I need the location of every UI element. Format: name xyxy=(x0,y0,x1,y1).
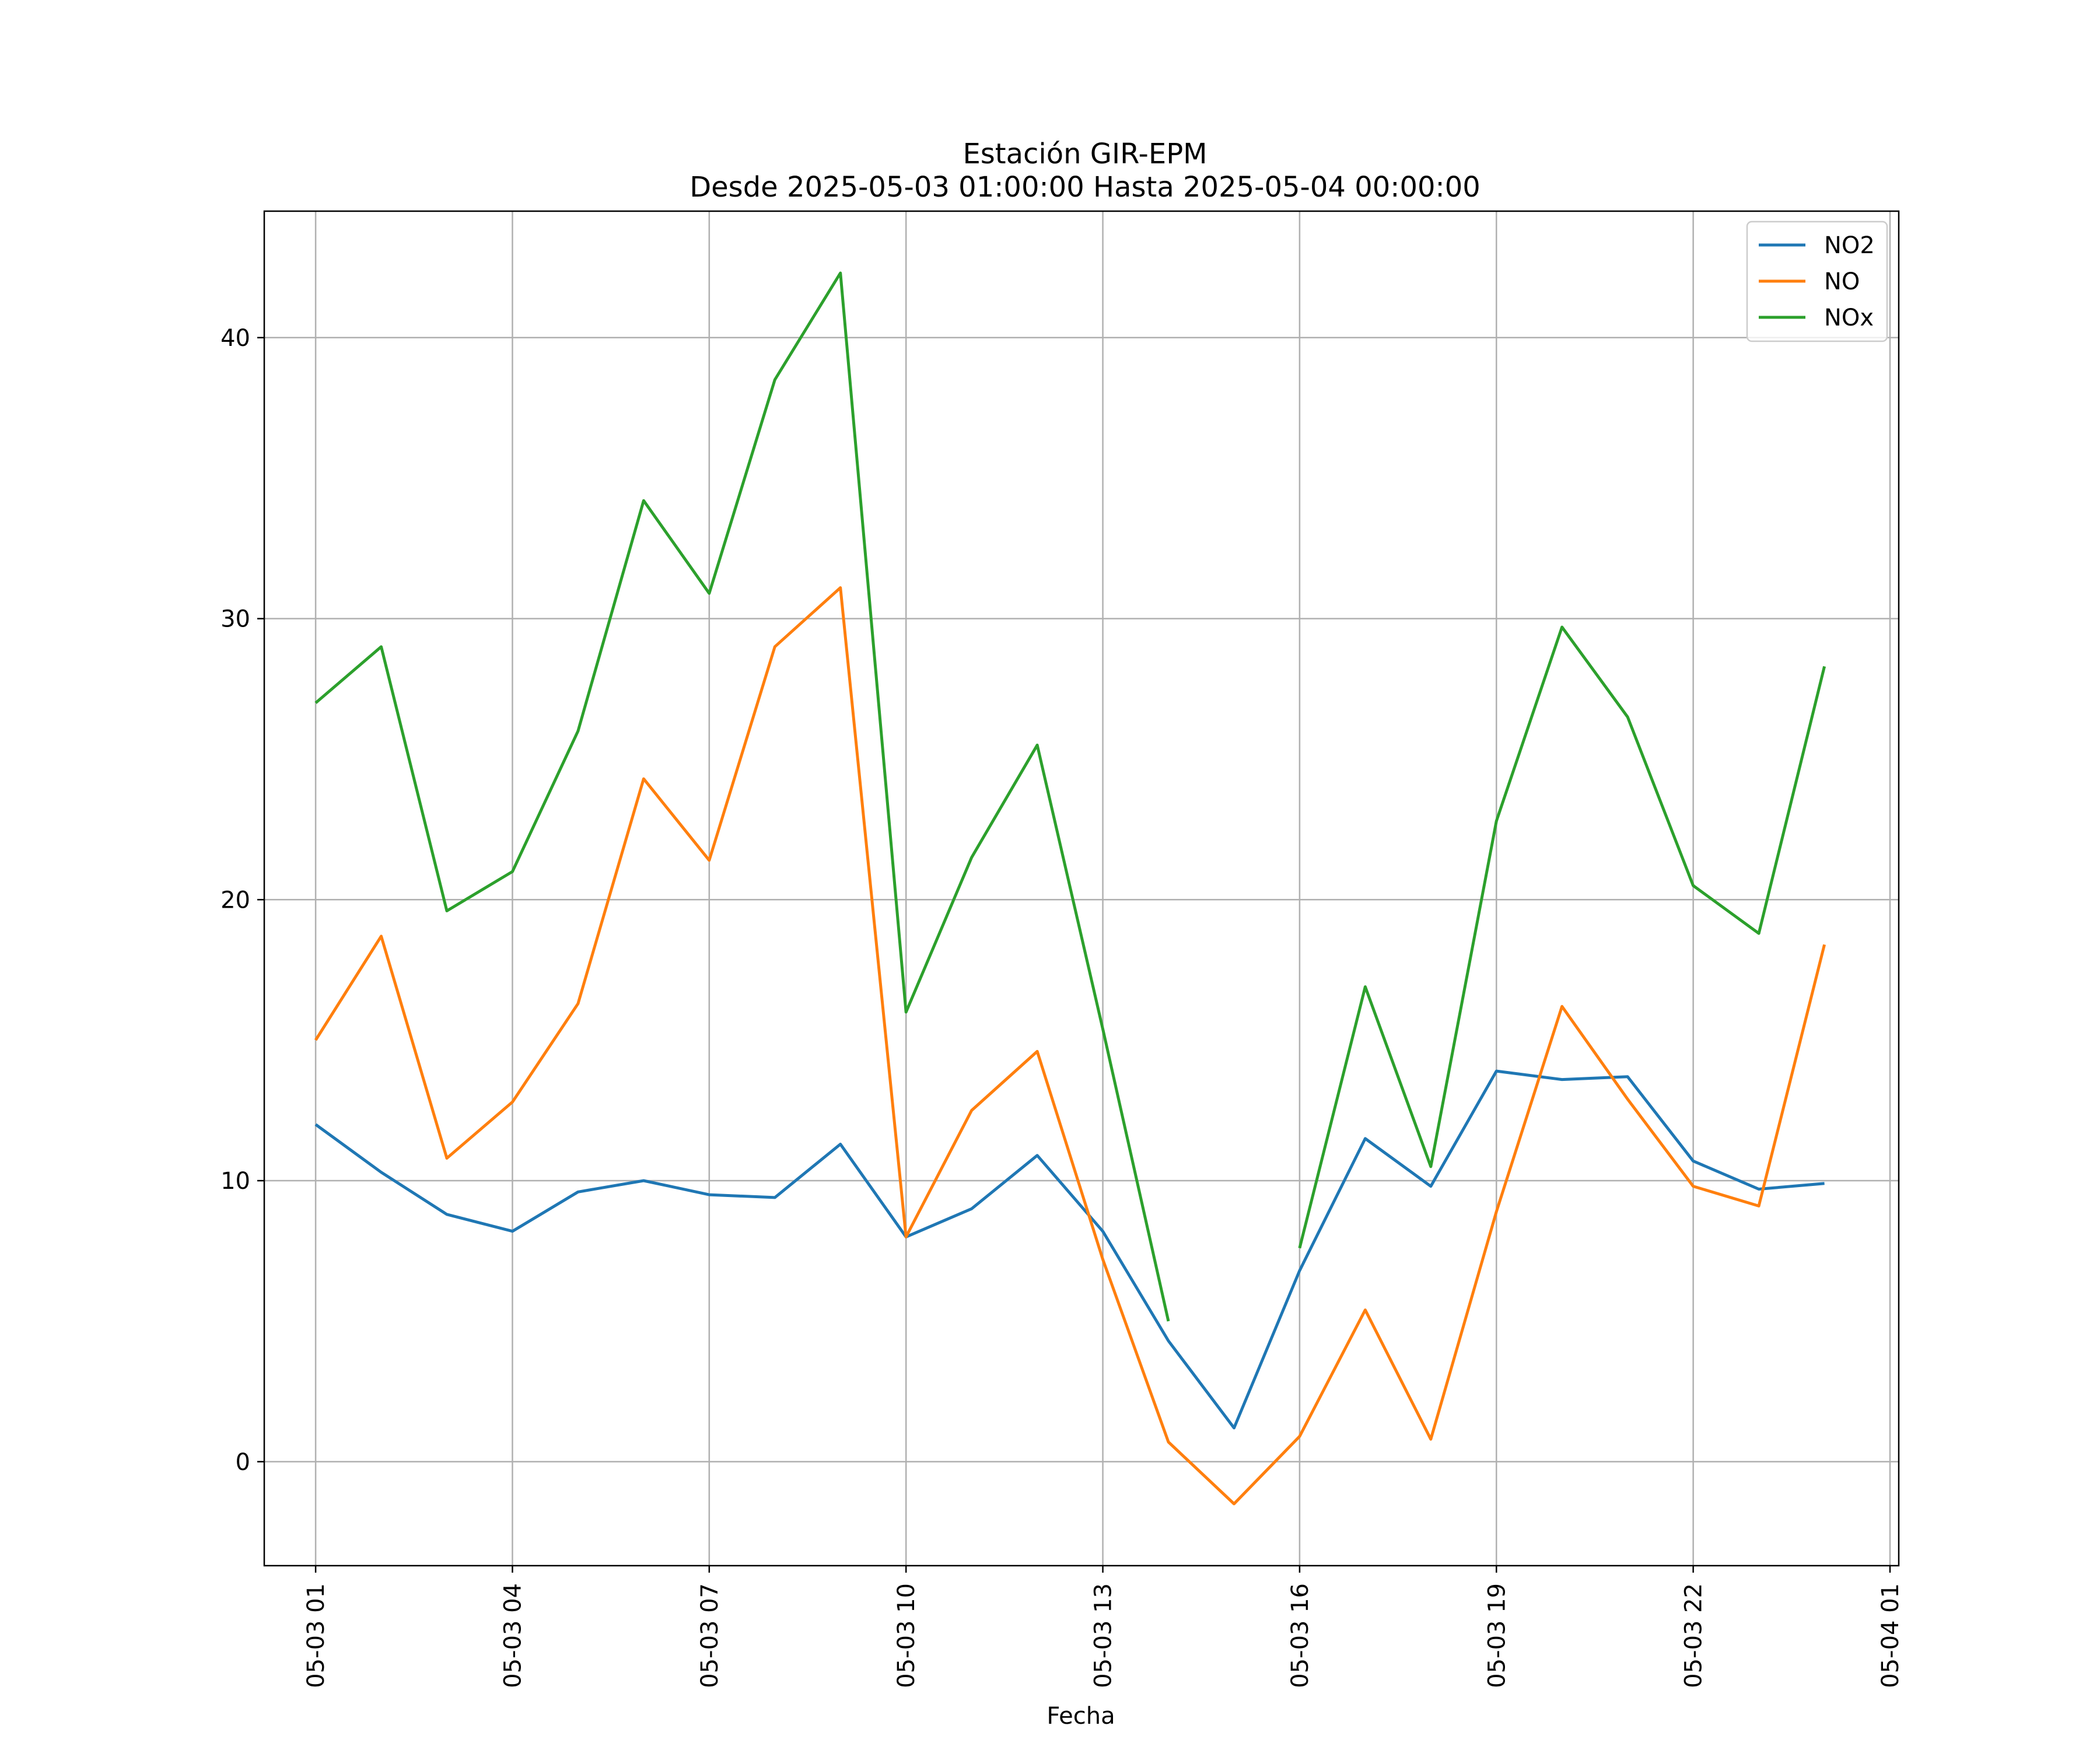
chart-subtitle: Desde 2025-05-03 01:00:00 Hasta 2025-05-… xyxy=(690,171,1480,204)
y-tick-label: 20 xyxy=(220,887,250,914)
x-tick-label: 05-03 22 xyxy=(1681,1583,1707,1688)
legend-label-no2: NO2 xyxy=(1824,232,1875,259)
x-axis-label: Fecha xyxy=(1046,1703,1115,1730)
x-tick-label: 05-03 10 xyxy=(893,1583,920,1688)
x-tick-label: 05-03 04 xyxy=(499,1583,526,1688)
legend-label-nox: NOx xyxy=(1824,304,1874,331)
x-tick-label: 05-03 01 xyxy=(303,1583,330,1688)
series-line-no2 xyxy=(314,1069,1825,1430)
series-lines xyxy=(314,271,1826,1506)
y-tick-label: 10 xyxy=(220,1168,250,1195)
x-tick-label: 05-03 16 xyxy=(1287,1583,1314,1688)
x-tick-label: 05-03 19 xyxy=(1483,1583,1510,1688)
y-tick-label: 30 xyxy=(220,606,250,633)
y-tick-label: 0 xyxy=(236,1449,250,1476)
plot-area-frame xyxy=(263,210,1900,1567)
legend-box xyxy=(1746,220,1888,342)
x-axis-ticks: 05-03 01 05-03 04 05-03 07 05-03 10 05-03 13… xyxy=(303,1566,1904,1688)
grid xyxy=(264,211,1899,1566)
x-tick-label: 05-04 01 xyxy=(1877,1583,1904,1688)
x-tick-label: 05-03 13 xyxy=(1090,1583,1117,1688)
series-line-no xyxy=(314,586,1826,1506)
series-line-nox xyxy=(314,271,1826,1322)
y-axis-ticks: 0 10 20 30 40 xyxy=(220,325,264,1476)
legend: NO2 NO NOx xyxy=(1746,220,1888,342)
legend-label-no: NO xyxy=(1824,268,1860,295)
x-tick-label: 05-03 07 xyxy=(696,1583,723,1688)
chart-title: Estación GIR-EPM xyxy=(963,138,1207,170)
y-tick-label: 40 xyxy=(220,325,250,352)
